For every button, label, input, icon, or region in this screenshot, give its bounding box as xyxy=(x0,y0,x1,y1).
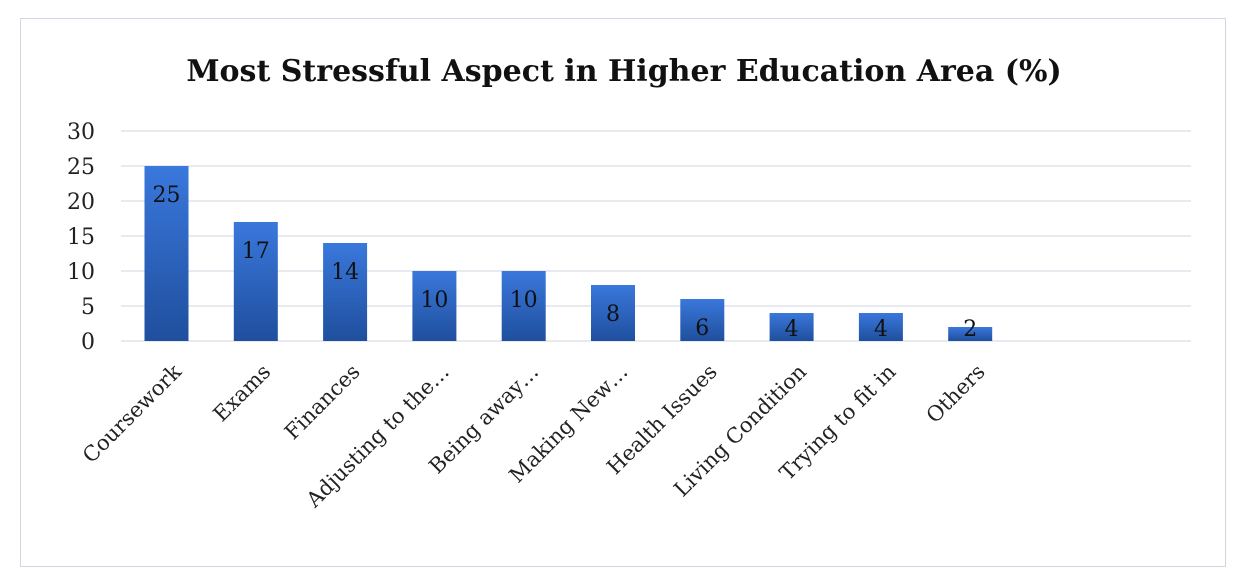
chart-frame: Most Stressful Aspect in Higher Educatio… xyxy=(20,18,1226,567)
x-category-label: Exams xyxy=(209,360,276,427)
chart-title: Most Stressful Aspect in Higher Educatio… xyxy=(186,54,1061,89)
data-label: 10 xyxy=(510,288,538,313)
data-label: 10 xyxy=(420,288,448,313)
data-label: 6 xyxy=(695,316,709,341)
data-label: 2 xyxy=(963,317,977,342)
bar xyxy=(233,222,278,341)
x-category-label: Others xyxy=(922,360,990,428)
bar xyxy=(948,327,993,341)
y-tick-label: 15 xyxy=(67,225,95,250)
data-label: 17 xyxy=(242,239,270,264)
bar xyxy=(501,271,546,341)
data-label: 4 xyxy=(785,317,799,342)
y-tick-label: 10 xyxy=(67,260,95,285)
gridlines xyxy=(121,130,1191,342)
data-label: 8 xyxy=(606,302,620,327)
data-label: 25 xyxy=(153,183,181,208)
bar xyxy=(858,313,903,341)
bar xyxy=(412,271,457,341)
data-label: 4 xyxy=(874,317,888,342)
y-axis-ticks: 0 5 10 15 20 25 30 xyxy=(67,120,95,355)
bars xyxy=(144,166,993,341)
bar-chart: Most Stressful Aspect in Higher Educatio… xyxy=(67,54,1191,513)
y-tick-label: 25 xyxy=(67,155,95,180)
y-tick-label: 5 xyxy=(81,295,95,320)
bar xyxy=(680,299,725,341)
y-tick-label: 30 xyxy=(67,120,95,145)
data-labels: 25 17 14 10 10 8 6 4 4 2 xyxy=(153,183,978,342)
bar xyxy=(144,166,189,341)
data-label: 14 xyxy=(331,260,359,285)
x-category-label: Finances xyxy=(280,360,365,445)
bar xyxy=(323,243,368,341)
y-tick-label: 0 xyxy=(81,330,95,355)
y-tick-label: 20 xyxy=(67,190,95,215)
bar xyxy=(591,285,635,341)
bar xyxy=(769,313,814,341)
x-category-label: Coursework xyxy=(78,359,186,467)
